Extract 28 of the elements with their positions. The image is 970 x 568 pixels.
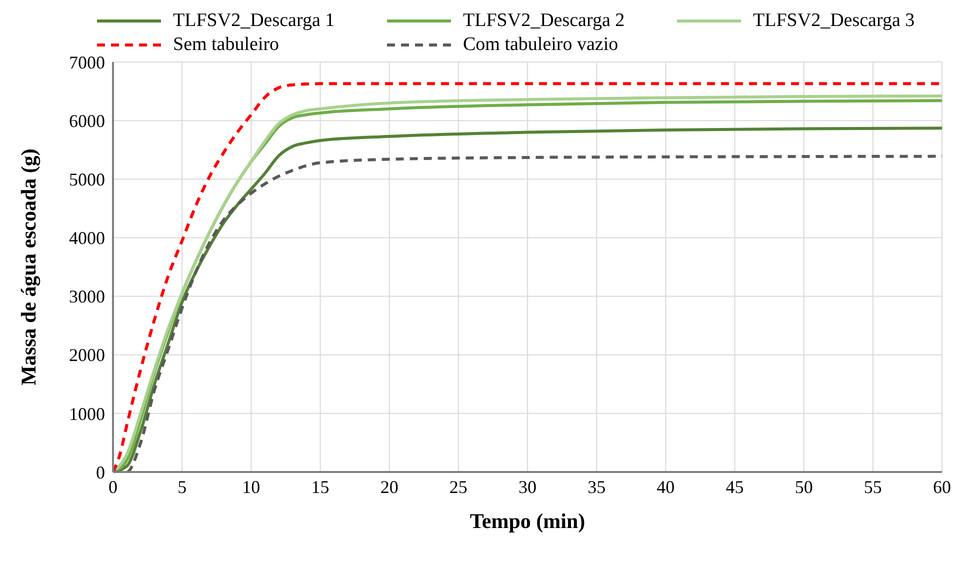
- x-tick-label: 25: [449, 476, 468, 497]
- x-tick-label: 35: [588, 476, 606, 497]
- y-tick-label: 3000: [69, 286, 105, 307]
- x-tick-label: 15: [311, 476, 330, 497]
- legend-label: TLFSV2_Descarga 2: [463, 10, 625, 32]
- x-tick-label: 50: [794, 476, 813, 497]
- legend-label: Sem tabuleiro: [173, 34, 280, 56]
- y-tick-label: 1000: [69, 404, 105, 424]
- legend-label: TLFSV2_Descarga 1: [173, 10, 335, 32]
- legend-label: TLFSV2_Descarga 3: [753, 10, 915, 32]
- x-tick-label: 60: [933, 476, 951, 497]
- y-tick-label: 0: [96, 462, 105, 482]
- y-tick-label: 6000: [69, 110, 105, 131]
- x-tick-label: 0: [108, 476, 118, 497]
- x-tick-label: 45: [726, 476, 744, 497]
- y-tick-label: 2000: [69, 345, 105, 366]
- x-tick-label: 55: [864, 476, 882, 497]
- x-tick-label: 5: [178, 476, 187, 497]
- legend-label: Com tabuleiro vazio: [463, 34, 618, 56]
- x-tick-label: 20: [380, 476, 398, 497]
- x-axis-title: Tempo (min): [470, 509, 586, 533]
- x-tick-label: 40: [656, 476, 675, 497]
- x-tick-label: 30: [518, 476, 536, 497]
- y-tick-label: 5000: [69, 170, 105, 190]
- y-tick-label: 4000: [69, 228, 105, 248]
- y-axis-title: Massa de água escoada (g): [16, 148, 40, 386]
- x-tick-label: 10: [242, 476, 260, 497]
- y-tick-label: 7000: [69, 52, 105, 72]
